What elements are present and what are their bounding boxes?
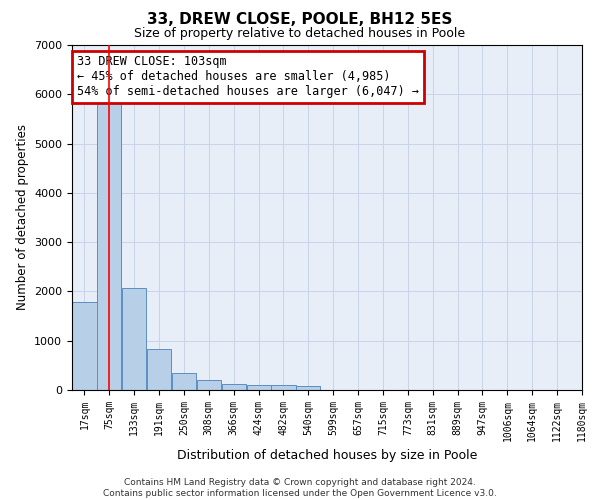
Text: Size of property relative to detached houses in Poole: Size of property relative to detached ho…	[134, 28, 466, 40]
Bar	[172, 373, 196, 390]
Bar	[247, 385, 271, 390]
Y-axis label: Number of detached properties: Number of detached properties	[16, 124, 29, 310]
Bar	[296, 386, 320, 390]
Bar	[97, 103, 121, 390]
Text: Contains HM Land Registry data © Crown copyright and database right 2024.
Contai: Contains HM Land Registry data © Crown c…	[103, 478, 497, 498]
Bar	[271, 385, 296, 390]
Bar	[122, 288, 146, 390]
Text: 33, DREW CLOSE, POOLE, BH12 5ES: 33, DREW CLOSE, POOLE, BH12 5ES	[148, 12, 452, 28]
Bar	[147, 349, 171, 390]
Bar	[197, 380, 221, 390]
Bar	[73, 302, 97, 390]
Bar	[221, 384, 246, 390]
Text: 33 DREW CLOSE: 103sqm
← 45% of detached houses are smaller (4,985)
54% of semi-d: 33 DREW CLOSE: 103sqm ← 45% of detached …	[77, 56, 419, 98]
X-axis label: Distribution of detached houses by size in Poole: Distribution of detached houses by size …	[177, 449, 477, 462]
